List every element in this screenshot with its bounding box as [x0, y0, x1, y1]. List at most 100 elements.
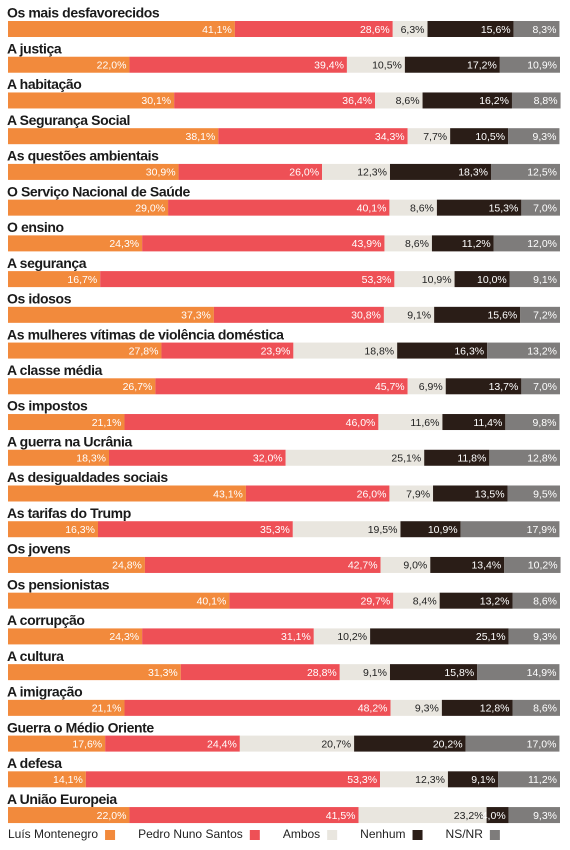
bar-segment	[155, 378, 408, 395]
value-label: 10,9%	[527, 60, 557, 72]
bar-segment	[8, 163, 179, 180]
category-label: Os jovens	[7, 541, 71, 557]
bar-segment	[8, 521, 98, 538]
bar-segment	[8, 199, 169, 216]
bar-segment	[383, 306, 435, 323]
value-label: 14,9%	[527, 667, 557, 679]
value-label: 29,7%	[361, 595, 391, 607]
bar-segment	[285, 449, 425, 466]
value-label: 28,6%	[360, 24, 390, 36]
bar-segment	[346, 56, 405, 73]
bar-segment	[389, 199, 437, 216]
bar-segment	[229, 592, 394, 609]
category-label: A União Europeia	[7, 791, 117, 807]
bar-segment	[397, 342, 488, 359]
value-label: 30,9%	[146, 167, 176, 179]
bar-segment	[508, 128, 560, 145]
value-label: 25,1%	[476, 631, 506, 643]
category-label: Os pensionistas	[7, 576, 110, 592]
bar-segment	[445, 378, 522, 395]
value-label: 4,0%	[482, 810, 506, 822]
category-label: As questões ambientais	[7, 148, 159, 164]
bar-segment	[85, 771, 381, 788]
bar-segment	[105, 735, 240, 752]
bar-segment	[8, 235, 143, 252]
category-label: A classe média	[7, 362, 103, 378]
value-label: 7,7%	[423, 131, 447, 143]
value-label: 9,3%	[533, 810, 557, 822]
bar-segment	[407, 378, 446, 395]
value-label: 10,0%	[477, 274, 507, 286]
value-label: 29,0%	[135, 202, 165, 214]
category-label: O ensino	[7, 219, 64, 235]
value-label: 8,8%	[534, 95, 558, 107]
category-label: Os idosos	[7, 291, 72, 307]
value-label: 8,6%	[533, 703, 557, 715]
category-label: A cultura	[7, 648, 64, 664]
category-label: O Serviço Nacional de Saúde	[7, 183, 191, 199]
category-label: Os impostos	[7, 398, 88, 414]
bar-segment	[8, 378, 156, 395]
category-label: A Segurança Social	[7, 112, 130, 128]
legend-label: Nenhum	[360, 827, 405, 841]
value-label: 10,2%	[528, 560, 558, 572]
bar-segment	[427, 21, 514, 37]
bar-segment	[292, 521, 401, 538]
value-label: 8,3%	[533, 24, 557, 36]
value-label: 8,4%	[413, 595, 437, 607]
bar-segment	[499, 56, 560, 73]
value-label: 14,1%	[53, 774, 83, 786]
bar-segment	[8, 271, 101, 288]
value-label: 27,8%	[129, 345, 159, 357]
bar-segment	[322, 163, 390, 180]
value-label: 23,2%	[454, 810, 484, 822]
category-label: A justiça	[7, 40, 62, 56]
value-label: 26,0%	[357, 488, 387, 500]
bar-segment	[8, 699, 125, 716]
bar-segment	[507, 485, 560, 502]
bar-segment	[8, 664, 181, 681]
bar-segment	[8, 21, 235, 37]
value-label: 16,2%	[479, 95, 509, 107]
bar-segment	[8, 449, 110, 466]
bar-segment	[129, 56, 347, 73]
category-label: A defesa	[7, 755, 62, 771]
value-label: 16,7%	[67, 274, 97, 286]
value-label: 12,0%	[527, 238, 557, 250]
bar-segment	[436, 199, 522, 216]
value-label: 11,2%	[462, 238, 491, 250]
bar-segment	[434, 306, 521, 323]
value-label: 40,1%	[197, 595, 227, 607]
bar-segment	[390, 699, 442, 716]
legend-swatch	[412, 830, 423, 840]
bar-segment	[422, 92, 512, 109]
value-label: 17,9%	[527, 524, 557, 536]
value-label: 12,5%	[527, 167, 557, 179]
bar-segment	[8, 485, 246, 502]
bar-segment	[109, 449, 286, 466]
bar-segment	[8, 556, 145, 573]
value-label: 26,0%	[289, 167, 319, 179]
bar-segment	[293, 342, 398, 359]
value-label: 13,2%	[527, 345, 557, 357]
bar-segment	[389, 664, 478, 681]
bar-segment	[404, 56, 500, 73]
bar-segment	[8, 92, 175, 109]
value-label: 24,4%	[207, 738, 237, 750]
legend-swatch	[489, 830, 500, 840]
value-label: 19,5%	[368, 524, 398, 536]
value-label: 13,5%	[475, 488, 505, 500]
value-label: 46,0%	[346, 417, 376, 429]
value-label: 13,7%	[489, 381, 519, 393]
value-label: 8,6%	[533, 595, 557, 607]
bar-segment	[97, 521, 293, 538]
bar-segment	[124, 699, 391, 716]
bar-segment	[447, 771, 499, 788]
bar-segment	[142, 235, 385, 252]
bar-segment	[431, 235, 494, 252]
value-label: 10,9%	[428, 524, 458, 536]
value-label: 18,3%	[76, 453, 106, 465]
value-label: 21,1%	[92, 703, 122, 715]
value-label: 31,1%	[281, 631, 311, 643]
bar-segment	[489, 449, 560, 466]
